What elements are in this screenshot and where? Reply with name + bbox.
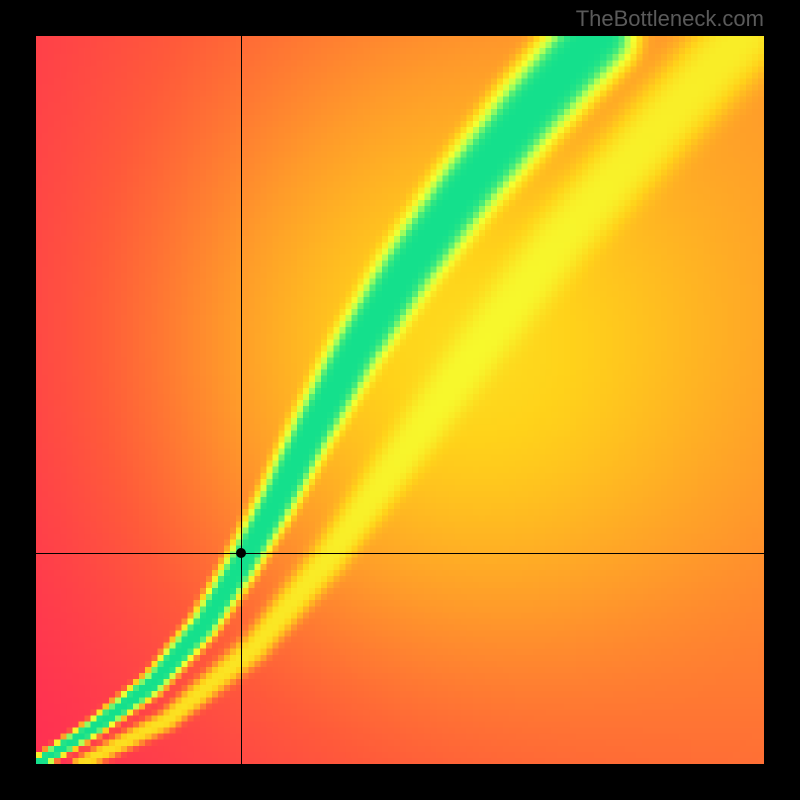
crosshair-horizontal bbox=[36, 553, 764, 554]
chart-container: TheBottleneck.com bbox=[0, 0, 800, 800]
bottleneck-heatmap bbox=[36, 36, 764, 764]
selected-point-marker bbox=[236, 548, 246, 558]
watermark-text: TheBottleneck.com bbox=[576, 6, 764, 32]
crosshair-vertical bbox=[241, 36, 242, 764]
